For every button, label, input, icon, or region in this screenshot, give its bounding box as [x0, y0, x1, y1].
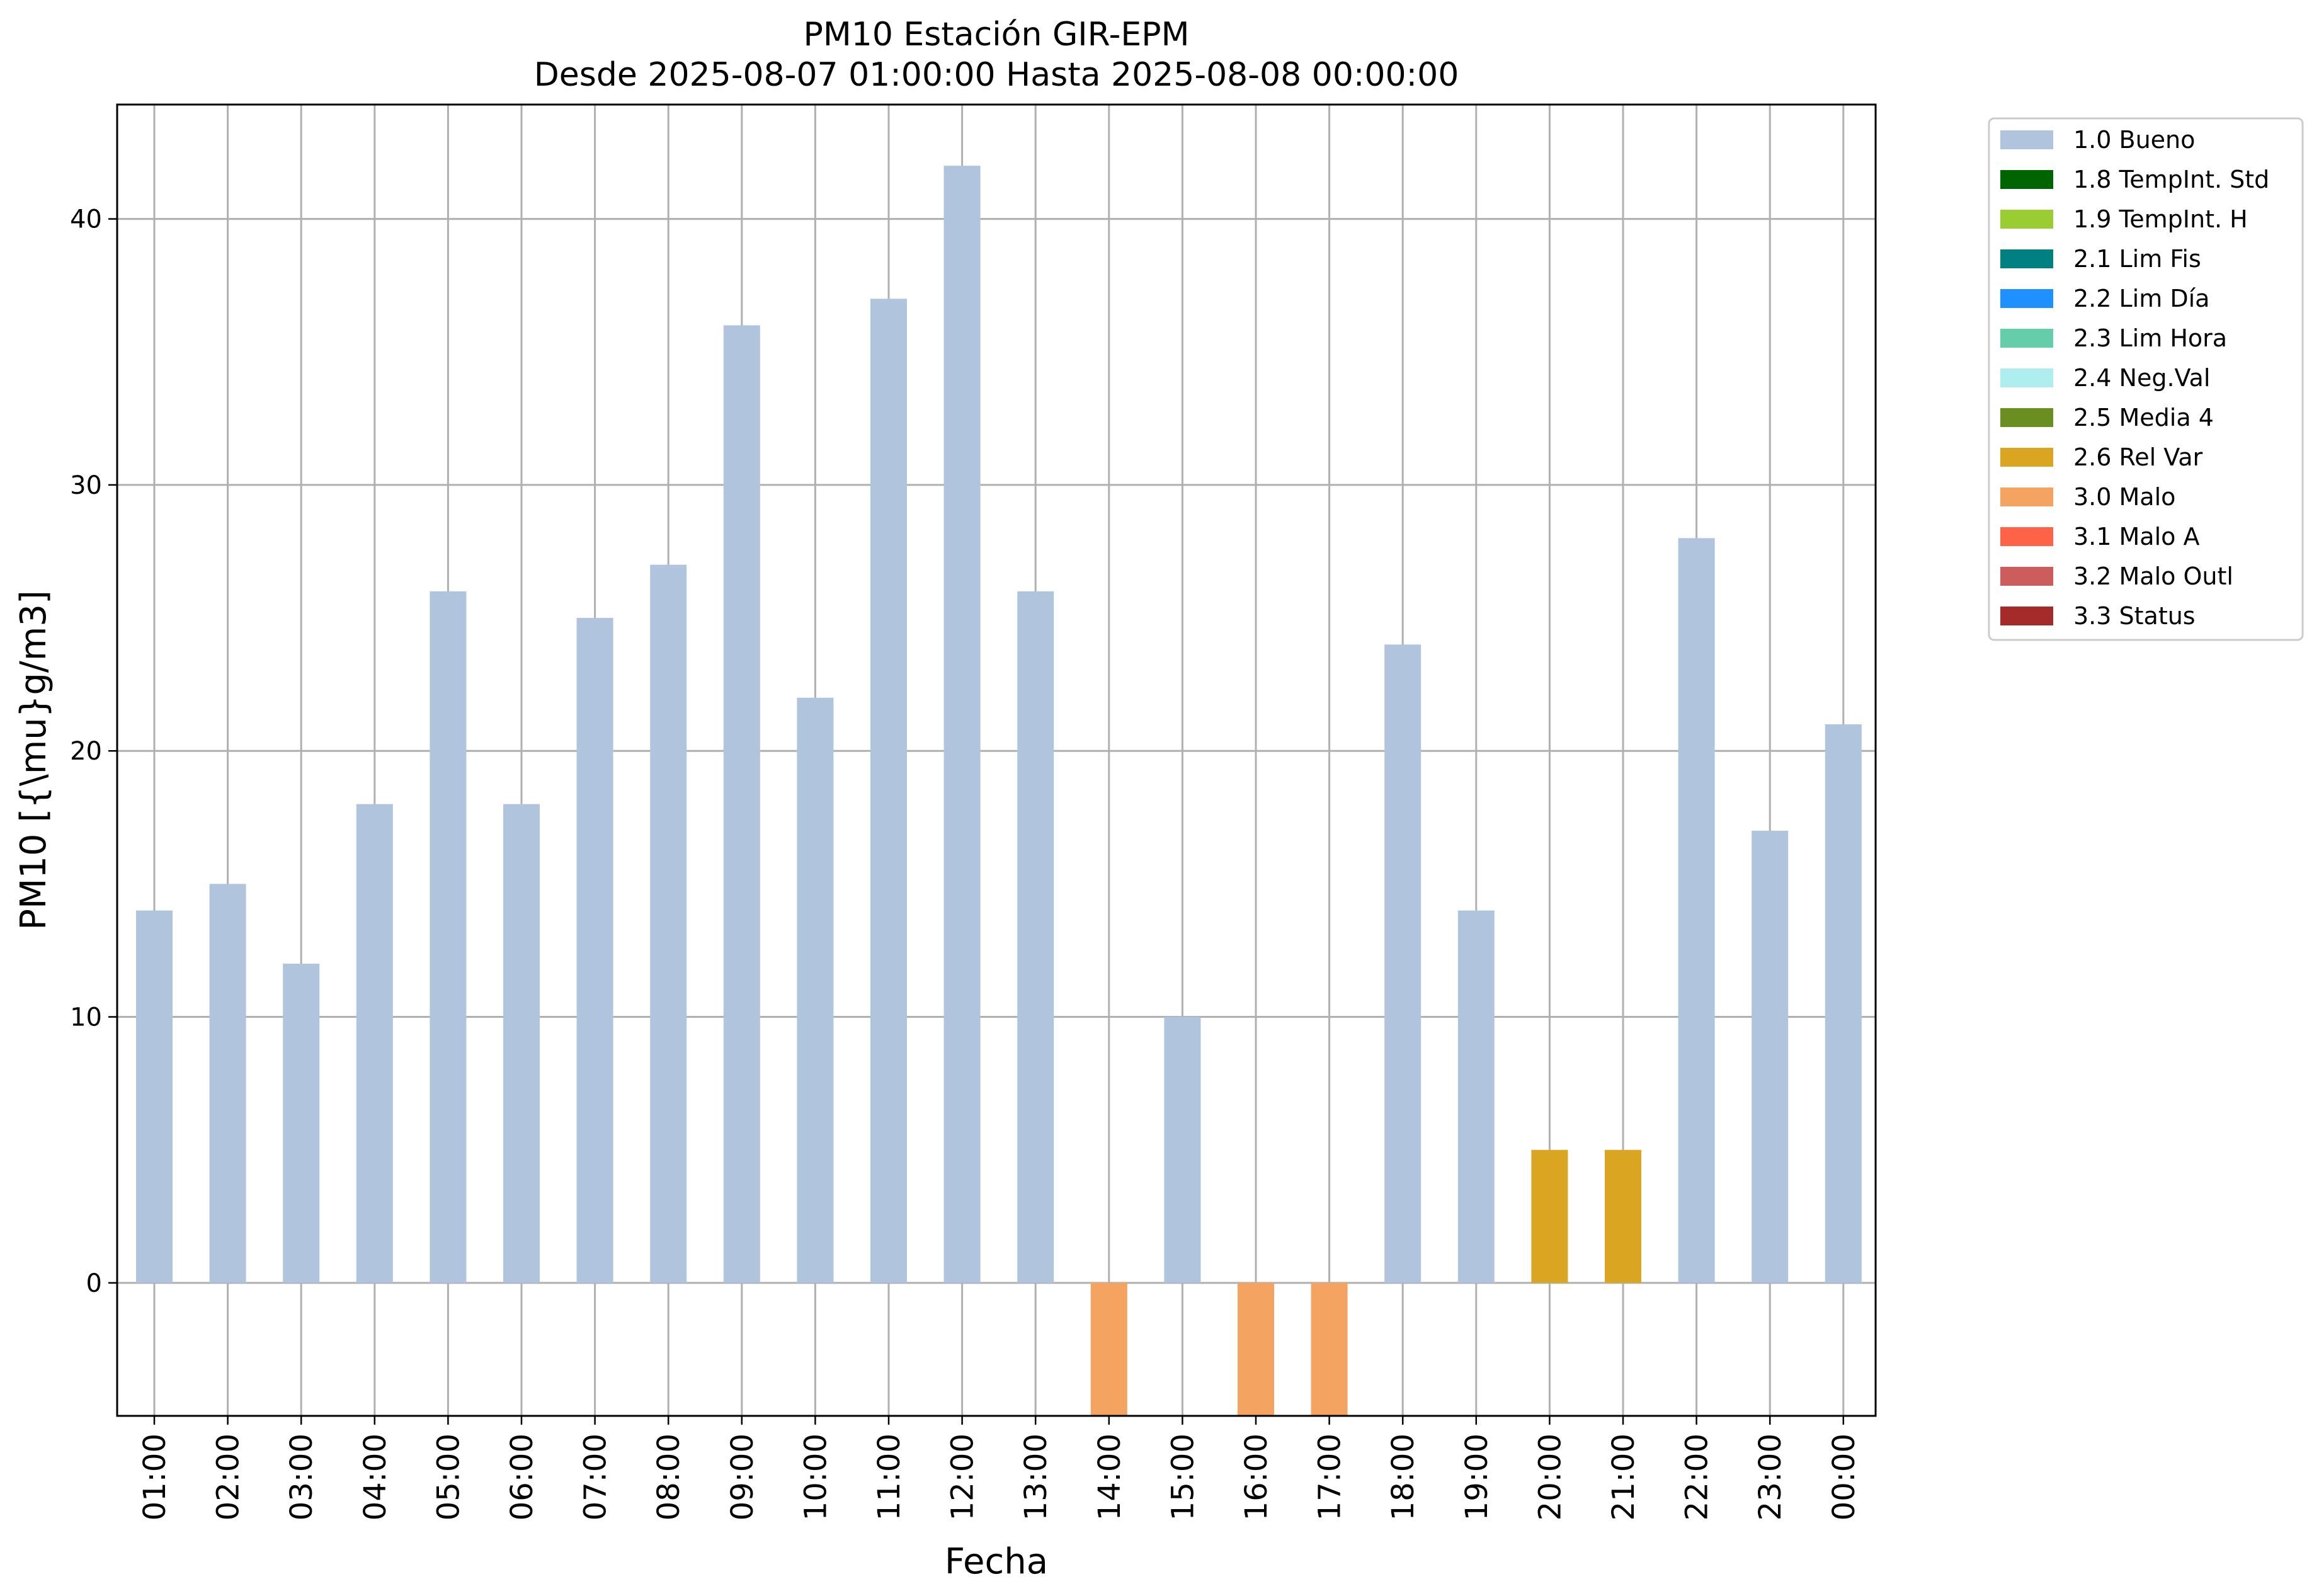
- x-tick-label: 00:00: [1826, 1434, 1862, 1520]
- x-tick-label: 16:00: [1239, 1434, 1274, 1520]
- legend-swatch: [2000, 130, 2053, 149]
- bar: [723, 325, 760, 1283]
- bar: [576, 618, 613, 1283]
- bar: [1384, 644, 1422, 1283]
- bar: [136, 910, 173, 1283]
- bars: [136, 166, 1862, 1416]
- bar: [1678, 538, 1715, 1283]
- x-tick-label: 14:00: [1092, 1434, 1127, 1520]
- legend-swatch: [2000, 607, 2053, 625]
- chart-subtitle: Desde 2025-08-07 01:00:00 Hasta 2025-08-…: [534, 56, 1459, 94]
- bar: [1605, 1149, 1641, 1283]
- x-tick-label: 21:00: [1606, 1434, 1641, 1520]
- x-tick-label: 07:00: [578, 1434, 613, 1520]
- x-tick-label: 02:00: [211, 1434, 246, 1520]
- legend-label: 3.3 Status: [2073, 602, 2196, 630]
- y-tick-label: 40: [70, 205, 102, 234]
- legend-label: 1.8 TempInt. Std: [2073, 166, 2269, 193]
- bar: [283, 964, 320, 1283]
- legend-label: 1.9 TempInt. H: [2073, 205, 2248, 233]
- bar: [430, 591, 467, 1283]
- legend-label: 3.0 Malo: [2073, 483, 2175, 511]
- x-tick-label: 03:00: [284, 1434, 319, 1520]
- legend-swatch: [2000, 527, 2053, 546]
- bar: [943, 166, 981, 1283]
- bar: [870, 299, 907, 1283]
- legend-box: [1988, 117, 2304, 641]
- bar: [1752, 830, 1789, 1283]
- y-tick-label: 20: [70, 737, 102, 766]
- chart-title: PM10 Estación GIR-EPM: [804, 16, 1190, 54]
- bar: [650, 564, 687, 1283]
- bar: [503, 804, 540, 1283]
- legend-swatch: [2000, 368, 2053, 387]
- legend-swatch: [2000, 448, 2053, 467]
- bar: [797, 697, 834, 1283]
- x-tick-label: 17:00: [1313, 1434, 1348, 1520]
- bar: [1017, 591, 1054, 1283]
- legend-swatch: [2000, 210, 2053, 229]
- bar: [1531, 1149, 1568, 1283]
- legend-swatch: [2000, 249, 2053, 268]
- x-tick-label: 22:00: [1680, 1434, 1715, 1520]
- plot-area: [117, 105, 1876, 1416]
- bar: [356, 804, 393, 1283]
- x-axis-label: Fecha: [945, 1541, 1048, 1582]
- bar: [1457, 910, 1495, 1283]
- bar: [1825, 724, 1862, 1283]
- y-axis-ticks: 0 10 20 30 40: [70, 205, 117, 1298]
- x-tick-label: 12:00: [945, 1434, 981, 1520]
- bar: [1311, 1282, 1348, 1416]
- x-tick-label: 05:00: [431, 1434, 466, 1520]
- bar: [209, 884, 246, 1283]
- legend-swatch: [2000, 408, 2053, 427]
- legend-swatch: [2000, 487, 2053, 506]
- bar: [1090, 1282, 1127, 1416]
- bar: [1238, 1282, 1274, 1416]
- x-tick-label: 09:00: [725, 1434, 760, 1520]
- x-tick-label: 08:00: [651, 1434, 687, 1520]
- x-tick-label: 04:00: [358, 1434, 393, 1520]
- y-tick-label: 30: [70, 471, 102, 500]
- legend-items: 1.0 Bueno 1.8 TempInt. Std 1.9 TempInt. H 2…: [2000, 126, 2269, 630]
- x-tick-label: 11:00: [872, 1434, 907, 1520]
- legend-label: 2.6 Rel Var: [2073, 443, 2203, 471]
- x-tick-label: 23:00: [1753, 1434, 1788, 1520]
- legend-swatch: [2000, 289, 2053, 308]
- legend-label: 2.4 Neg.Val: [2073, 364, 2210, 392]
- y-axis-label: PM10 [{\mu}g/m3]: [13, 590, 54, 930]
- legend-label: 1.0 Bueno: [2073, 126, 2195, 154]
- x-tick-label: 10:00: [798, 1434, 833, 1520]
- x-axis-ticks: 01:00 02:00 03:00 04:00 05:00 06:00 07:00 08:00…: [137, 1416, 1862, 1520]
- legend-label: 2.3 Lim Hora: [2073, 324, 2227, 352]
- legend-label: 2.2 Lim Día: [2073, 285, 2209, 312]
- x-tick-label: 01:00: [137, 1434, 173, 1520]
- legend: 1.0 Bueno 1.8 TempInt. Std 1.9 TempInt. H 2…: [1988, 117, 2304, 641]
- x-tick-label: 18:00: [1386, 1434, 1421, 1520]
- bar: [1164, 1017, 1201, 1283]
- legend-label: 2.5 Media 4: [2073, 404, 2214, 431]
- x-tick-label: 13:00: [1018, 1434, 1054, 1520]
- x-tick-label: 19:00: [1459, 1434, 1495, 1520]
- legend-swatch: [2000, 329, 2053, 348]
- y-tick-label: 10: [70, 1003, 102, 1032]
- x-tick-label: 06:00: [504, 1434, 540, 1520]
- legend-label: 3.2 Malo Outl: [2073, 562, 2233, 590]
- legend-swatch: [2000, 170, 2053, 189]
- y-tick-label: 0: [86, 1269, 102, 1298]
- plot-frame: [116, 103, 1877, 1417]
- legend-swatch: [2000, 567, 2053, 586]
- x-tick-label: 15:00: [1165, 1434, 1200, 1520]
- x-tick-label: 20:00: [1532, 1434, 1568, 1520]
- legend-label: 3.1 Malo A: [2073, 523, 2199, 550]
- legend-label: 2.1 Lim Fis: [2073, 245, 2201, 273]
